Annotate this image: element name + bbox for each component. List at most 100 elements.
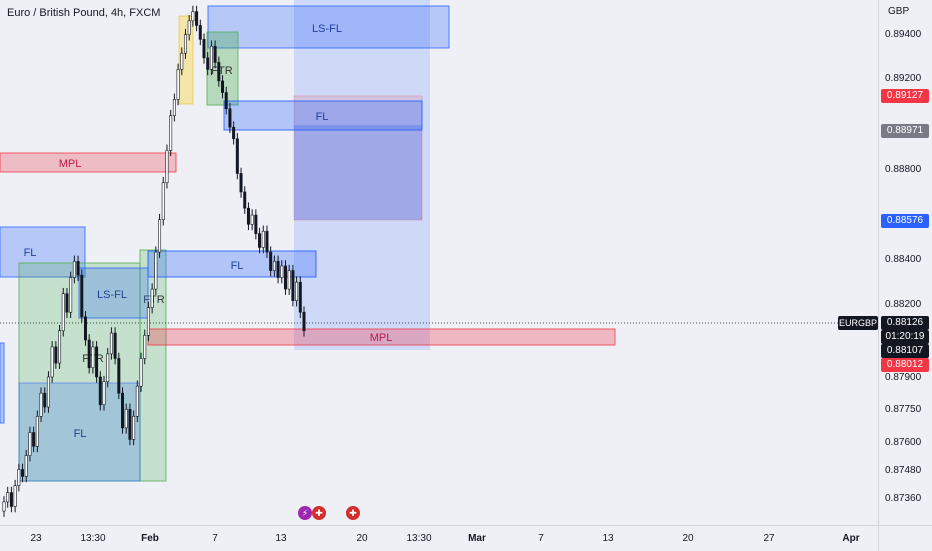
price-label-red-bottom: 0.88012	[881, 358, 929, 372]
uk-flag-event-icon-2[interactable]: ✚	[346, 506, 360, 520]
candle-body	[265, 230, 269, 253]
target-box-fill	[294, 125, 422, 220]
candle-body	[80, 274, 84, 318]
candle-body	[69, 277, 73, 313]
candle-body	[287, 270, 291, 290]
candle-body	[183, 34, 187, 54]
candle-body	[43, 392, 47, 408]
lightning-event-icon[interactable]: ⚡	[298, 506, 312, 520]
candle-body	[295, 281, 299, 301]
mpl-bottom-label: MPL	[370, 332, 393, 344]
price-label-last: 0.88126	[881, 316, 929, 330]
candle-body	[176, 69, 180, 100]
candle-body	[28, 432, 32, 456]
candle-body	[117, 358, 121, 394]
candle-body	[6, 492, 10, 503]
candle-body	[109, 332, 113, 355]
fl-bottom-label: FL	[74, 428, 87, 440]
candle-body	[72, 261, 76, 278]
candle-body	[98, 376, 102, 406]
candle-body	[250, 214, 254, 225]
candle-body	[46, 376, 50, 408]
price-label-red-top: 0.89127	[881, 89, 929, 103]
candle-body	[258, 233, 262, 248]
candle-body	[83, 316, 87, 341]
fl-zone-left	[0, 226, 86, 278]
candle-body	[206, 57, 210, 70]
ls-fl-zone-left	[78, 267, 149, 319]
chart-title: Euro / British Pound, 4h, FXCM	[5, 7, 163, 19]
candle-body	[154, 251, 158, 290]
chart-area[interactable]: MPL LS-FL FTR FL FL FTR LS-FL FTR FL FL …	[0, 0, 878, 525]
candle-body	[102, 381, 106, 406]
candle-body	[24, 455, 28, 477]
ls-fl-zone-top	[207, 5, 450, 49]
candle-body	[121, 392, 125, 429]
candle-body	[232, 126, 236, 140]
uk-flag-event-icon[interactable]: ✚	[312, 506, 326, 520]
mpl-left-label: MPL	[59, 158, 82, 170]
axis-corner	[878, 525, 932, 551]
price-chart[interactable]: MPL LS-FL FTR FL FL FTR LS-FL FTR FL FL …	[0, 0, 878, 525]
candle-body	[17, 469, 21, 486]
candle-body	[280, 265, 284, 278]
candle-body	[246, 207, 250, 225]
candle-body	[39, 392, 43, 417]
time-tick: 13	[275, 533, 287, 544]
price-axis[interactable]: GBP 0.89400 0.89200 0.89127 0.88971 0.88…	[878, 0, 932, 525]
projection-zone	[294, 0, 430, 350]
candle-body	[32, 432, 36, 447]
candle-body	[21, 469, 25, 477]
candle-body	[298, 281, 302, 313]
time-axis[interactable]: 23 13:30 Feb 7 13 20 13:30 Mar 7 13 20 2…	[0, 525, 878, 551]
candle-body	[198, 25, 202, 40]
candle-body	[228, 108, 232, 128]
time-tick: Mar	[468, 533, 486, 544]
candle-body	[243, 191, 247, 209]
candle-body	[50, 346, 54, 378]
time-tick: 27	[763, 533, 775, 544]
candle-body	[135, 385, 139, 417]
fl-zone-upper	[223, 100, 423, 131]
candle-body	[180, 52, 184, 70]
candle-body	[165, 150, 169, 184]
candle-body	[161, 182, 165, 221]
time-tick: 20	[682, 533, 694, 544]
candle-body	[76, 261, 80, 276]
price-tick: 0.88200	[885, 299, 922, 310]
price-tick: 0.87600	[885, 437, 922, 448]
price-tick: 0.88400	[885, 254, 922, 265]
time-tick: 13	[602, 533, 614, 544]
symbol-tag: EURGBP	[838, 316, 878, 330]
candle-body	[224, 92, 228, 110]
candle-body	[221, 80, 225, 93]
candle-body	[169, 115, 173, 151]
candle-body	[195, 11, 199, 26]
candle-body	[158, 219, 162, 253]
price-tick: 0.88800	[885, 164, 922, 175]
time-tick: 7	[538, 533, 544, 544]
candle-body	[302, 311, 306, 332]
candle-body	[276, 261, 280, 278]
candle-body	[91, 346, 95, 369]
blue-edge-box	[0, 342, 5, 424]
candle-body	[87, 339, 91, 369]
candle-body	[61, 293, 65, 332]
ls-fl-left-label: LS-FL	[97, 289, 127, 301]
price-tick: 0.89400	[885, 29, 922, 40]
time-tick: Apr	[842, 533, 860, 544]
price-tick: 0.87480	[885, 465, 922, 476]
fl-upper-label: FL	[316, 111, 329, 123]
candle-body	[146, 307, 150, 336]
candle-body	[283, 265, 287, 290]
candle-body	[187, 20, 191, 35]
currency-label: GBP	[888, 6, 910, 17]
candle-body	[65, 293, 69, 313]
fl-zone-bottom	[18, 382, 141, 482]
time-tick: 13:30	[80, 533, 106, 544]
time-tick: 23	[30, 533, 42, 544]
candle-body	[106, 353, 110, 382]
price-tick: 0.87900	[885, 372, 922, 383]
price-tick: 0.87750	[885, 404, 922, 415]
candle-body	[128, 409, 132, 440]
